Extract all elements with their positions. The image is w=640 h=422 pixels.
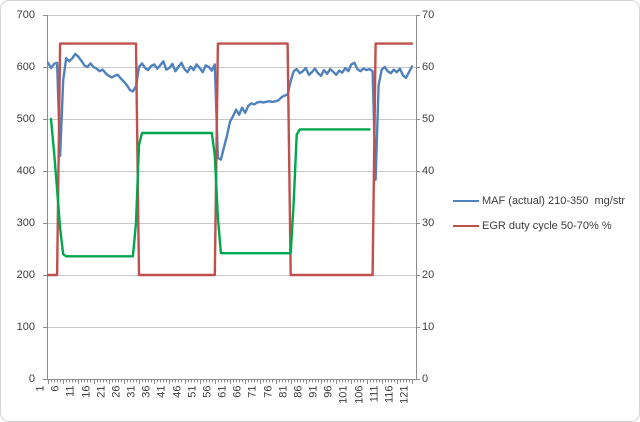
y-axis-right-tick-label: 70	[422, 8, 435, 21]
y-axis-left-tick-label: 500	[16, 112, 35, 125]
y-axis-right-tick-label: 40	[422, 164, 435, 177]
legend-label-egr: EGR duty cycle 50-70% %	[482, 219, 612, 232]
x-axis-tick-label: 86	[292, 385, 305, 398]
x-axis-tick-label: 81	[277, 385, 290, 398]
chart-legend: MAF (actual) 210-350 mg/str EGR duty cyc…	[453, 190, 625, 240]
x-axis-tick-label: 56	[201, 385, 214, 398]
x-axis-tick-label: 111	[368, 385, 381, 403]
egr-series-line-swatch	[453, 224, 479, 227]
x-axis-tick-label: 91	[307, 385, 320, 398]
y-axis-left-tick-label: 200	[16, 268, 35, 281]
y-axis-right-tick-label: 50	[422, 112, 435, 125]
x-axis-tick-label: 1	[34, 385, 47, 392]
y-axis-right-tick-label: 20	[422, 268, 435, 281]
x-axis-tick-label: 51	[186, 385, 199, 398]
legend-label-maf: MAF (actual) 210-350 mg/str	[482, 194, 626, 207]
x-axis-tick-label: 31	[125, 385, 138, 398]
legend-item-egr: EGR duty cycle 50-70% %	[453, 215, 625, 236]
x-axis-tick-label: 11	[64, 385, 77, 397]
x-axis-tick-label: 46	[171, 385, 183, 398]
legend-item-maf: MAF (actual) 210-350 mg/str	[453, 190, 625, 211]
y-axis-right-tick-label: 30	[422, 216, 435, 229]
x-axis-tick-label: 41	[155, 385, 168, 398]
y-axis-right-tick-label: 60	[422, 60, 435, 73]
y-axis-left-tick-label: 300	[16, 216, 35, 229]
x-axis-tick-label: 101	[337, 385, 350, 404]
x-axis-tick-label: 71	[246, 385, 259, 398]
series-maf	[46, 52, 414, 182]
x-axis-tick-label: 21	[95, 385, 108, 398]
x-axis-tick-label: 61	[216, 385, 229, 398]
y-axis-left-tick-label: 400	[16, 164, 35, 177]
y-axis-left-tick-label: 0	[28, 372, 35, 385]
x-axis-tick-label: 6	[49, 385, 62, 392]
x-axis-tick-label: 36	[140, 385, 153, 398]
y-axis-right-tick-label: 10	[422, 320, 435, 333]
maf-series-line-swatch	[453, 199, 479, 202]
y-axis-left-tick-label: 700	[16, 8, 35, 21]
x-axis-tick-label: 26	[110, 385, 123, 398]
series-egr	[46, 42, 414, 277]
y-axis-right-tick-label: 0	[422, 372, 429, 385]
x-axis-tick-label: 66	[231, 385, 244, 398]
y-axis-left-tick-label: 600	[16, 60, 35, 73]
x-axis-tick-label: 76	[262, 385, 274, 398]
x-axis-tick-label: 121	[398, 385, 411, 404]
series-green	[49, 117, 371, 258]
x-axis-tick-label: 116	[383, 385, 396, 404]
x-axis-tick-label: 106	[353, 385, 365, 404]
y-axis-left-tick-label: 100	[16, 320, 35, 333]
x-axis-tick-label: 16	[80, 385, 92, 398]
x-axis-tick-label: 96	[322, 385, 335, 398]
